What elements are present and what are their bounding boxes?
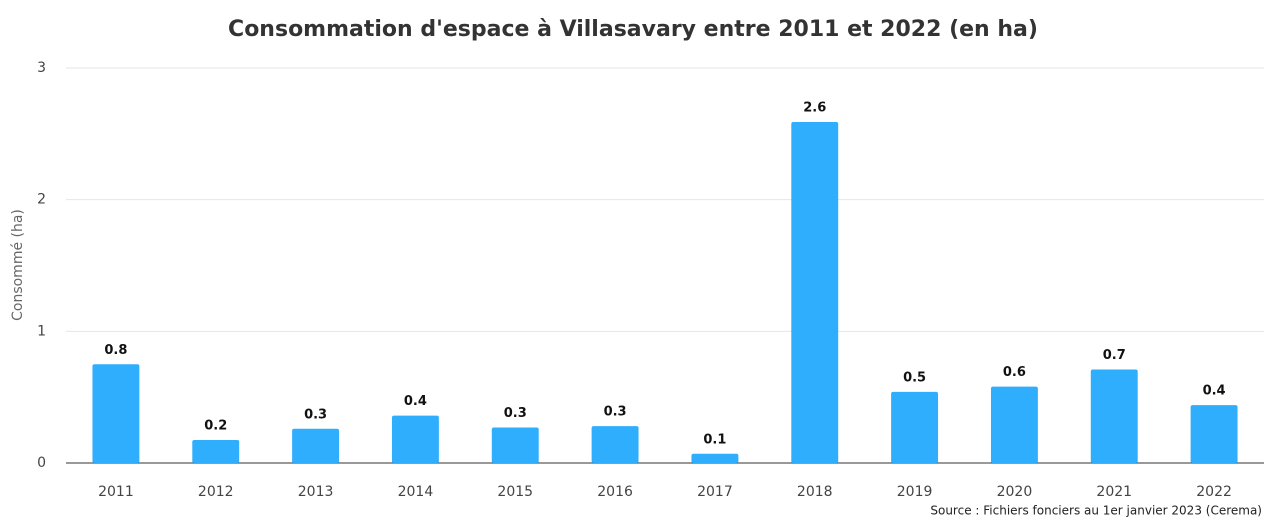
data-label: 0.3: [304, 407, 327, 422]
chart-title: Consommation d'espace à Villasavary entr…: [228, 17, 1038, 42]
x-tick-label: 2018: [797, 484, 833, 500]
data-label: 0.3: [504, 406, 527, 421]
y-tick-label: 2: [37, 192, 46, 208]
data-label: 0.4: [1203, 384, 1226, 399]
bar: [1190, 405, 1238, 463]
data-label: 0.7: [1103, 348, 1126, 363]
x-tick-label: 2017: [697, 484, 733, 500]
bar: [791, 121, 839, 463]
bar: [891, 391, 939, 463]
y-tick-label: 3: [37, 60, 46, 76]
data-label: 0.8: [104, 343, 127, 358]
bar: [691, 453, 739, 463]
source-note: Source : Fichiers fonciers au 1er janvie…: [930, 504, 1262, 518]
bar: [292, 428, 340, 463]
bar: [591, 426, 639, 463]
x-tick-label: 2012: [198, 484, 234, 500]
y-tick-label: 0: [37, 455, 46, 471]
x-tick-label: 2020: [997, 484, 1033, 500]
bar: [491, 427, 539, 463]
x-tick-label: 2016: [597, 484, 633, 500]
bar: [391, 415, 439, 463]
y-tick-label: 1: [37, 323, 46, 339]
x-tick-label: 2021: [1096, 484, 1132, 500]
data-label: 0.1: [703, 432, 726, 447]
data-label: 0.4: [404, 394, 427, 409]
x-tick-label: 2022: [1196, 484, 1232, 500]
x-tick-label: 2019: [897, 484, 933, 500]
x-tick-label: 2014: [398, 484, 434, 500]
bar: [92, 364, 140, 463]
data-label: 0.5: [903, 370, 926, 385]
y-axis-label: Consommé (ha): [10, 209, 26, 321]
data-label: 2.6: [803, 100, 826, 115]
bar: [990, 386, 1038, 463]
data-label: 0.3: [604, 405, 627, 420]
x-tick-label: 2013: [298, 484, 334, 500]
bar: [192, 439, 240, 463]
x-tick-label: 2011: [98, 484, 134, 500]
x-tick-label: 2015: [497, 484, 533, 500]
data-label: 0.2: [204, 418, 227, 433]
data-label: 0.6: [1003, 365, 1026, 380]
bar: [1090, 369, 1138, 463]
